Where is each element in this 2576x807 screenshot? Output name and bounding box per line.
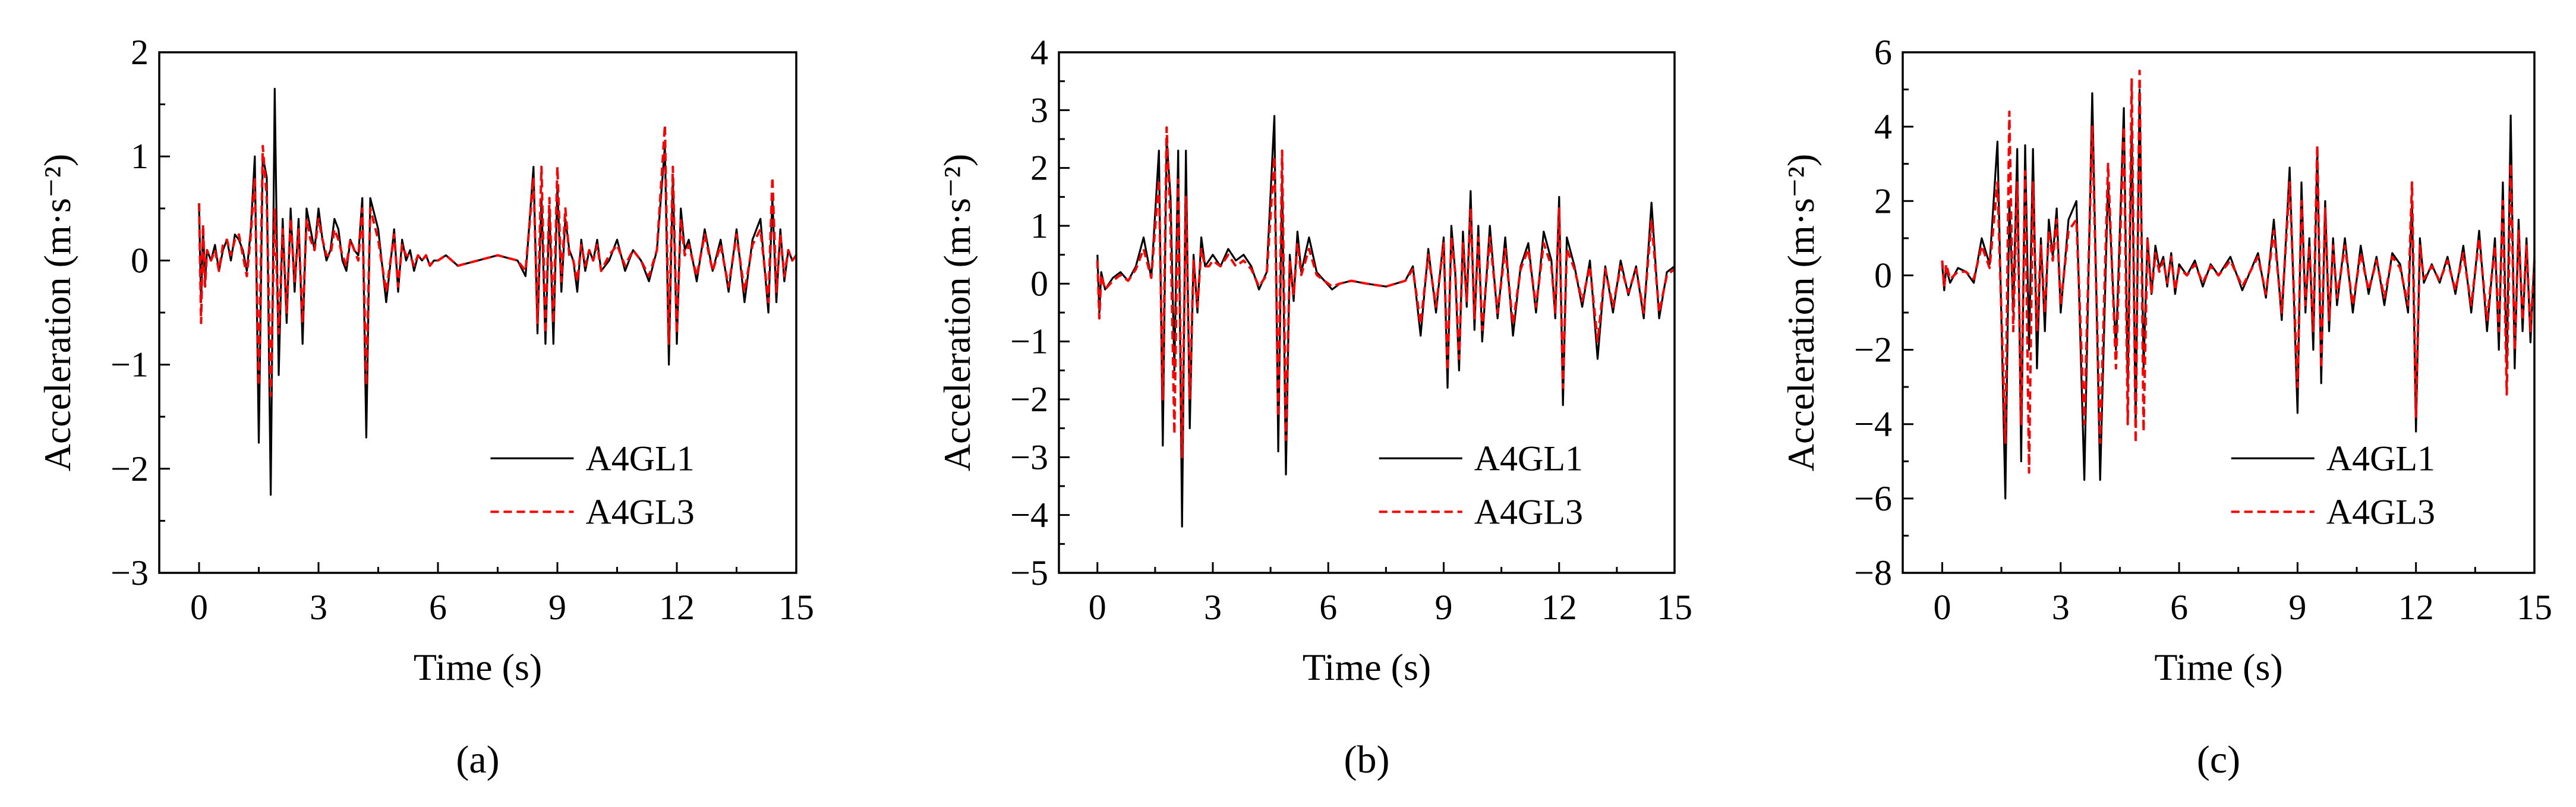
legend-label-a4gl3: A4GL3 — [1474, 492, 1583, 531]
panel-label: (a) — [456, 738, 499, 781]
y-tick-label: 1 — [1030, 206, 1048, 245]
x-tick-label: 0 — [1933, 588, 1951, 627]
y-tick-label: −2 — [1010, 380, 1048, 419]
y-tick-label: −3 — [1010, 437, 1048, 477]
legend-label-a4gl3: A4GL3 — [2326, 492, 2435, 531]
y-axis-label: Acceleration (m·s⁻²) — [36, 154, 78, 472]
y-tick-label: 4 — [1030, 33, 1048, 72]
x-tick-label: 9 — [548, 588, 566, 627]
y-tick-label: −1 — [1010, 322, 1048, 361]
y-tick-label: 0 — [1030, 264, 1048, 303]
x-tick-label: 15 — [2517, 588, 2552, 627]
x-tick-label: 15 — [1657, 588, 1692, 627]
y-tick-label: −2 — [1854, 330, 1892, 370]
y-tick-label: −6 — [1854, 479, 1892, 518]
chart-panel-3: 0 3 6 9 12 15 −8 −6 −4 −2 0 2 4 6 Time (s) Acceleration… — [1780, 33, 2552, 781]
x-tick-label: 15 — [778, 588, 814, 627]
y-tick-label: 0 — [131, 241, 149, 280]
series-line-a4gl1 — [1096, 115, 1675, 528]
y-tick-label: −4 — [1010, 496, 1048, 535]
y-axis-label: Acceleration (m·s⁻²) — [1780, 154, 1822, 472]
y-tick-label: 4 — [1874, 107, 1892, 146]
y-tick-label: −4 — [1854, 405, 1892, 444]
x-tick-label: 6 — [1319, 588, 1337, 627]
legend-label-a4gl3: A4GL3 — [585, 492, 694, 531]
panel-label: (c) — [2197, 738, 2240, 781]
y-tick-label: 2 — [131, 33, 149, 72]
y-tick-label: 6 — [1874, 33, 1892, 72]
y-tick-label: 1 — [131, 137, 149, 176]
x-axis-label: Time (s) — [414, 646, 542, 688]
series-line-a4gl3 — [198, 124, 797, 398]
y-axis-label: Acceleration (m·s⁻²) — [936, 154, 978, 472]
x-tick-label: 3 — [1204, 588, 1222, 627]
y-tick-label: 2 — [1030, 149, 1048, 188]
x-tick-label: 3 — [310, 588, 327, 627]
y-tick-label: −1 — [111, 345, 149, 384]
x-axis-label: Time (s) — [2154, 646, 2282, 688]
x-tick-label: 6 — [429, 588, 447, 627]
x-tick-label: 0 — [190, 588, 208, 627]
y-tick-label: 0 — [1874, 256, 1892, 295]
panel-label: (b) — [1344, 738, 1390, 781]
plot-frame — [158, 51, 797, 574]
x-tick-label: 6 — [2170, 588, 2188, 627]
x-tick-label: 0 — [1089, 588, 1106, 627]
y-tick-label: −5 — [1010, 553, 1048, 592]
x-tick-label: 9 — [1435, 588, 1453, 627]
legend-label-a4gl1: A4GL1 — [1474, 439, 1583, 478]
y-tick-label: 2 — [1874, 181, 1892, 220]
y-tick-label: −8 — [1854, 553, 1892, 592]
x-tick-label: 12 — [2398, 588, 2434, 627]
x-tick-label: 12 — [659, 588, 695, 627]
y-tick-label: −2 — [111, 449, 149, 488]
legend-label-a4gl1: A4GL1 — [585, 439, 694, 478]
y-tick-label: 3 — [1030, 90, 1048, 130]
x-tick-label: 3 — [2052, 588, 2070, 627]
x-tick-label: 12 — [1541, 588, 1577, 627]
plot-frame — [1902, 51, 2536, 574]
x-tick-label: 9 — [2288, 588, 2306, 627]
series-line-a4gl3 — [1096, 126, 1676, 459]
x-axis-label: Time (s) — [1303, 646, 1431, 688]
y-tick-label: −3 — [111, 553, 149, 592]
legend-label-a4gl1: A4GL1 — [2326, 439, 2435, 478]
